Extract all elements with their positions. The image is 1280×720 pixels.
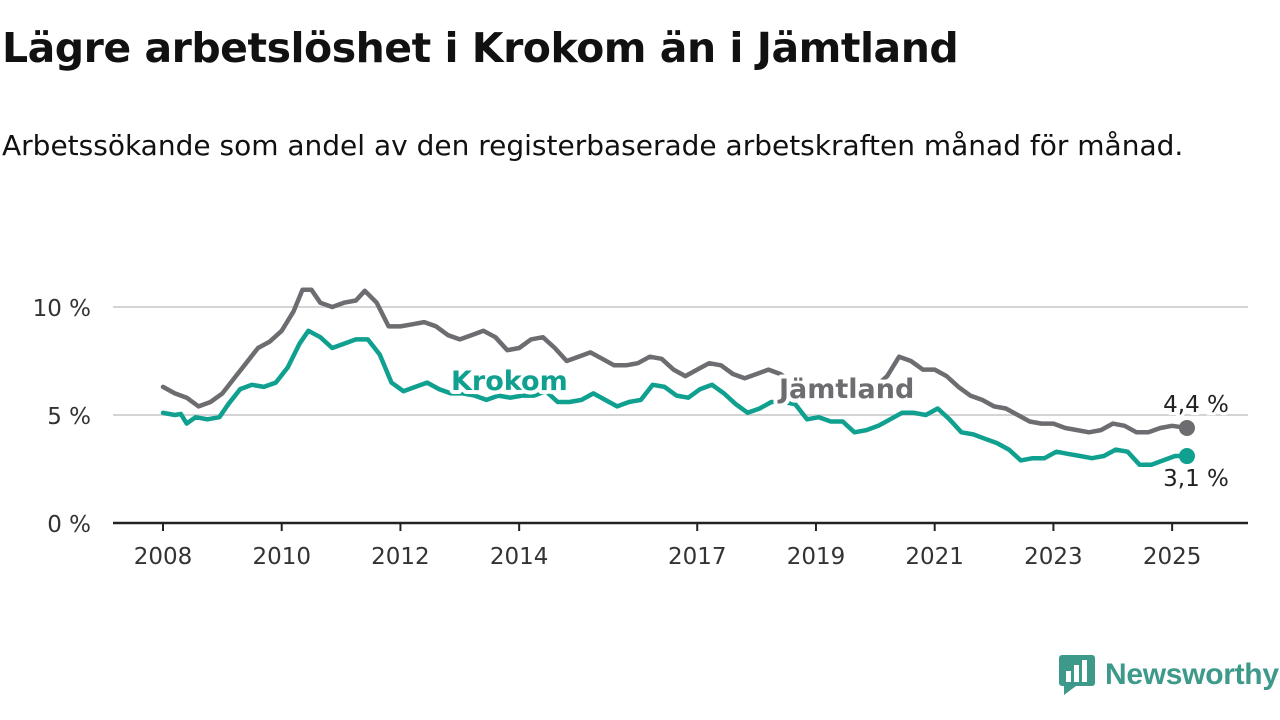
newsworthy-logo-icon [1059, 655, 1095, 695]
y-tick-label: 0 % [47, 512, 91, 538]
x-tick-label: 2010 [252, 544, 311, 570]
gridlines [113, 306, 1248, 416]
end-marker-krokom [1178, 448, 1195, 465]
x-tick-label: 2021 [905, 544, 964, 570]
series-label-jamtland: Jämtland [777, 374, 914, 405]
x-tick-label: 2012 [371, 544, 430, 570]
newsworthy-logo-text: Newsworthy [1105, 658, 1279, 691]
end-label-jamtland: 4,4 % [1163, 392, 1229, 418]
newsworthy-logo: Newsworthy [1059, 655, 1279, 695]
series-line-jmtland [160, 287, 1190, 435]
y-tick-label: 5 % [47, 404, 91, 430]
x-tick-label: 2025 [1143, 544, 1202, 570]
series-line-krokom [160, 328, 1190, 467]
x-tick-label: 2008 [134, 544, 193, 570]
x-tick-label: 2014 [490, 544, 549, 570]
series-label-krokom: Krokom [451, 366, 568, 397]
end-label-krokom: 3,1 % [1163, 466, 1229, 492]
chart-subtitle: Arbetssökande som andel av den registerb… [2, 129, 1184, 162]
series-lines [160, 287, 1195, 467]
end-marker-jmtland [1178, 419, 1195, 436]
x-tick-label: 2017 [668, 544, 727, 570]
chart-title: Lägre arbetslöshet i Krokom än i Jämtlan… [2, 24, 959, 72]
y-tick-label: 10 % [33, 296, 91, 322]
x-tick-label: 2019 [787, 544, 846, 570]
x-tick-label: 2023 [1024, 544, 1083, 570]
series-labels: Krokom Jämtland 4,4 % 3,1 % [447, 362, 1232, 495]
axes: 0 % 5 % 10 % 2008 2010 2012 2014 2017 2019 2021 20… [33, 296, 1248, 570]
